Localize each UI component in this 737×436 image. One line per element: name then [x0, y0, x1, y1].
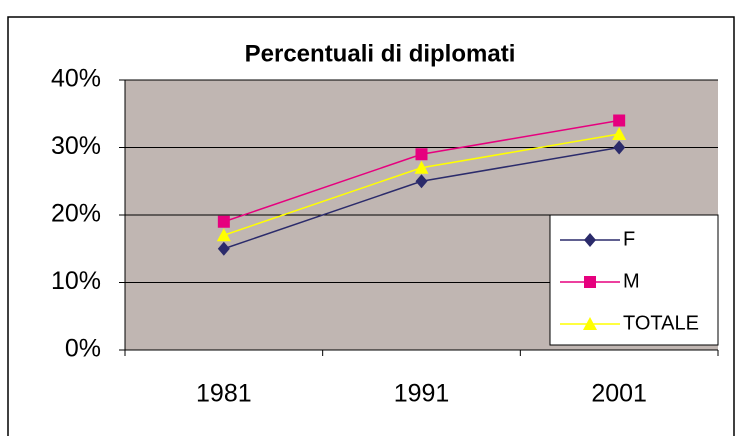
x-tick-label: 2001 [591, 380, 647, 408]
x-tick-label: 1991 [394, 380, 450, 408]
marker [584, 233, 596, 247]
legend-label: M [623, 270, 640, 292]
chart-title: Percentuali di diplomati [245, 40, 516, 67]
y-tick-label: 20% [51, 200, 101, 228]
marker [217, 241, 230, 256]
legend-label: F [623, 228, 635, 250]
marker [583, 317, 597, 330]
marker [613, 140, 626, 155]
marker [414, 160, 429, 174]
legend-label: TOTALE [623, 312, 699, 334]
marker [216, 228, 231, 242]
y-tick-label: 0% [65, 335, 101, 363]
marker [415, 148, 428, 161]
marker [613, 114, 626, 127]
y-tick-label: 30% [51, 132, 101, 160]
y-tick-label: 10% [51, 267, 101, 295]
x-tick-label: 1981 [196, 380, 252, 408]
marker [217, 215, 230, 228]
y-tick-label: 40% [51, 65, 101, 93]
marker [584, 276, 596, 288]
marker [612, 127, 627, 140]
marker [415, 174, 428, 189]
